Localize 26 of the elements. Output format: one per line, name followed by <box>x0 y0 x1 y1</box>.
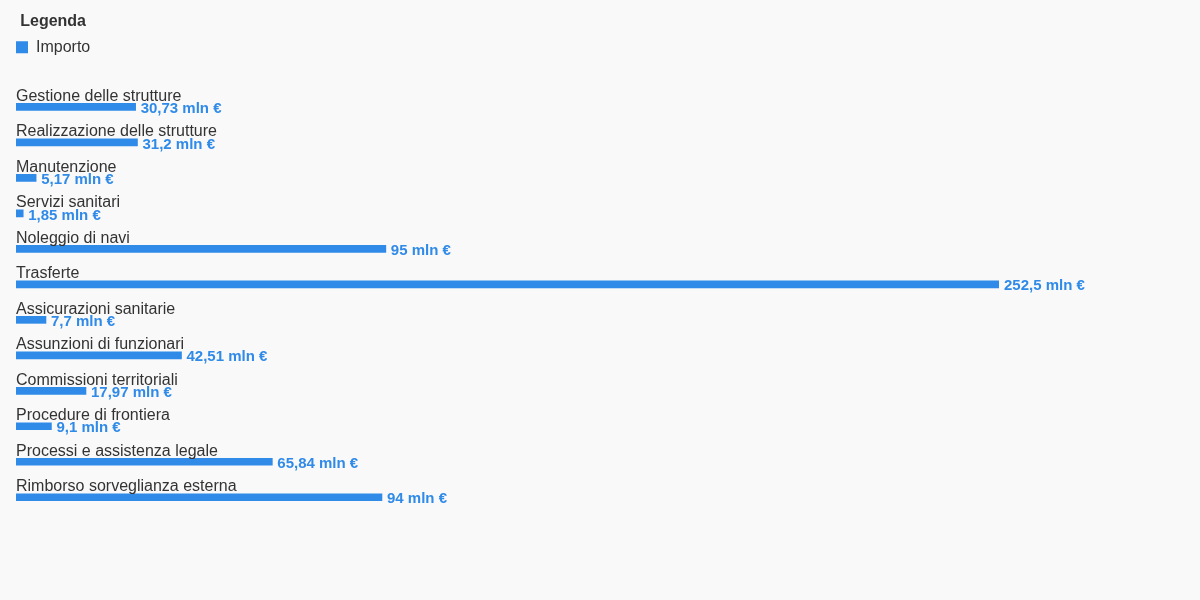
bar <box>16 422 52 431</box>
data-label: 94 mln € <box>386 489 448 507</box>
data-label: 252,5 mln € <box>1004 276 1086 294</box>
data-label: 65,84 mln € <box>277 453 359 471</box>
bar <box>16 209 24 218</box>
bar <box>16 351 182 360</box>
y-tick-label: Trasferte <box>16 264 80 282</box>
bar <box>16 174 37 182</box>
legend-title: Legenda <box>20 12 87 30</box>
bar <box>16 386 87 395</box>
bar <box>16 103 136 111</box>
data-label: 42,51 mln € <box>186 347 269 365</box>
y-tick-label: Gestione delle strutture <box>16 86 182 104</box>
bar <box>16 245 387 253</box>
y-tick-label: Processi e assistenza legale <box>16 441 218 459</box>
data-label: 95 mln € <box>390 241 452 259</box>
bar <box>16 316 47 324</box>
y-tick-label: Manutenzione <box>16 157 117 175</box>
bar <box>16 138 138 147</box>
legend-label: Importo <box>36 37 91 55</box>
bar <box>16 493 383 502</box>
bar <box>16 457 273 466</box>
y-tick-label: Noleggio di navi <box>16 228 130 246</box>
y-tick-label: Rimborso sorveglianza esterna <box>16 477 237 495</box>
y-tick-label: Assunzioni di funzionari <box>16 335 185 353</box>
bar <box>16 280 999 289</box>
